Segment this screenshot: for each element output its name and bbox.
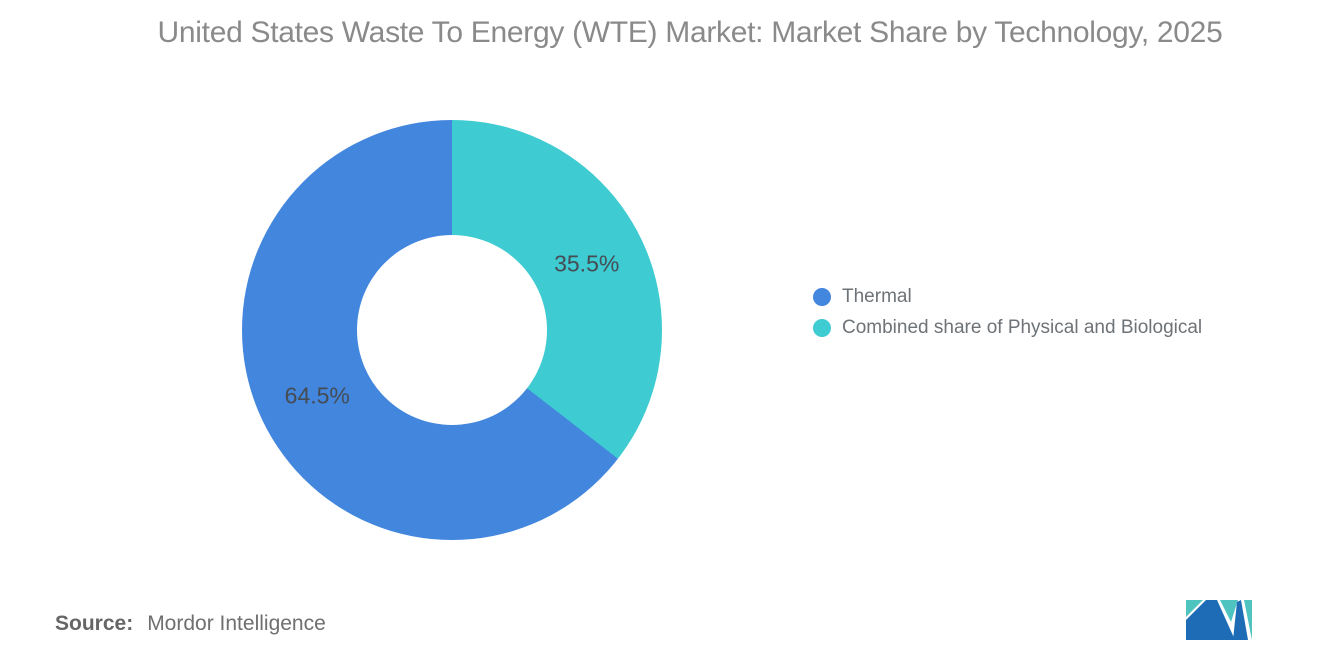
legend-item-thermal[interactable]: Thermal xyxy=(813,286,1202,308)
legend: Thermal Combined share of Physical and B… xyxy=(813,286,1202,348)
source-attribution: Source: Mordor Intelligence xyxy=(55,612,326,636)
source-prefix: Source: xyxy=(55,612,134,635)
donut-hole xyxy=(357,235,547,425)
legend-label: Combined share of Physical and Biologica… xyxy=(842,317,1203,338)
legend-item-physical-biological[interactable]: Combined share of Physical and Biologica… xyxy=(813,317,1202,339)
donut-chart: 35.5% 64.5% xyxy=(242,120,662,540)
legend-swatch-thermal xyxy=(813,288,831,306)
logo-shape xyxy=(1244,600,1252,640)
logo-shape xyxy=(1233,600,1248,640)
legend-swatch-physical-biological xyxy=(813,319,831,337)
slice-label: 64.5% xyxy=(284,382,350,409)
slice-label: 35.5% xyxy=(554,250,620,277)
logo-shape xyxy=(1220,600,1238,622)
logo-shape xyxy=(1186,600,1235,640)
mordor-intelligence-logo xyxy=(1186,600,1252,640)
logo-shape xyxy=(1186,600,1203,617)
chart-title: United States Waste To Energy (WTE) Mark… xyxy=(157,16,1223,49)
source-name: Mordor Intelligence xyxy=(147,612,326,635)
legend-label: Thermal xyxy=(842,286,912,307)
